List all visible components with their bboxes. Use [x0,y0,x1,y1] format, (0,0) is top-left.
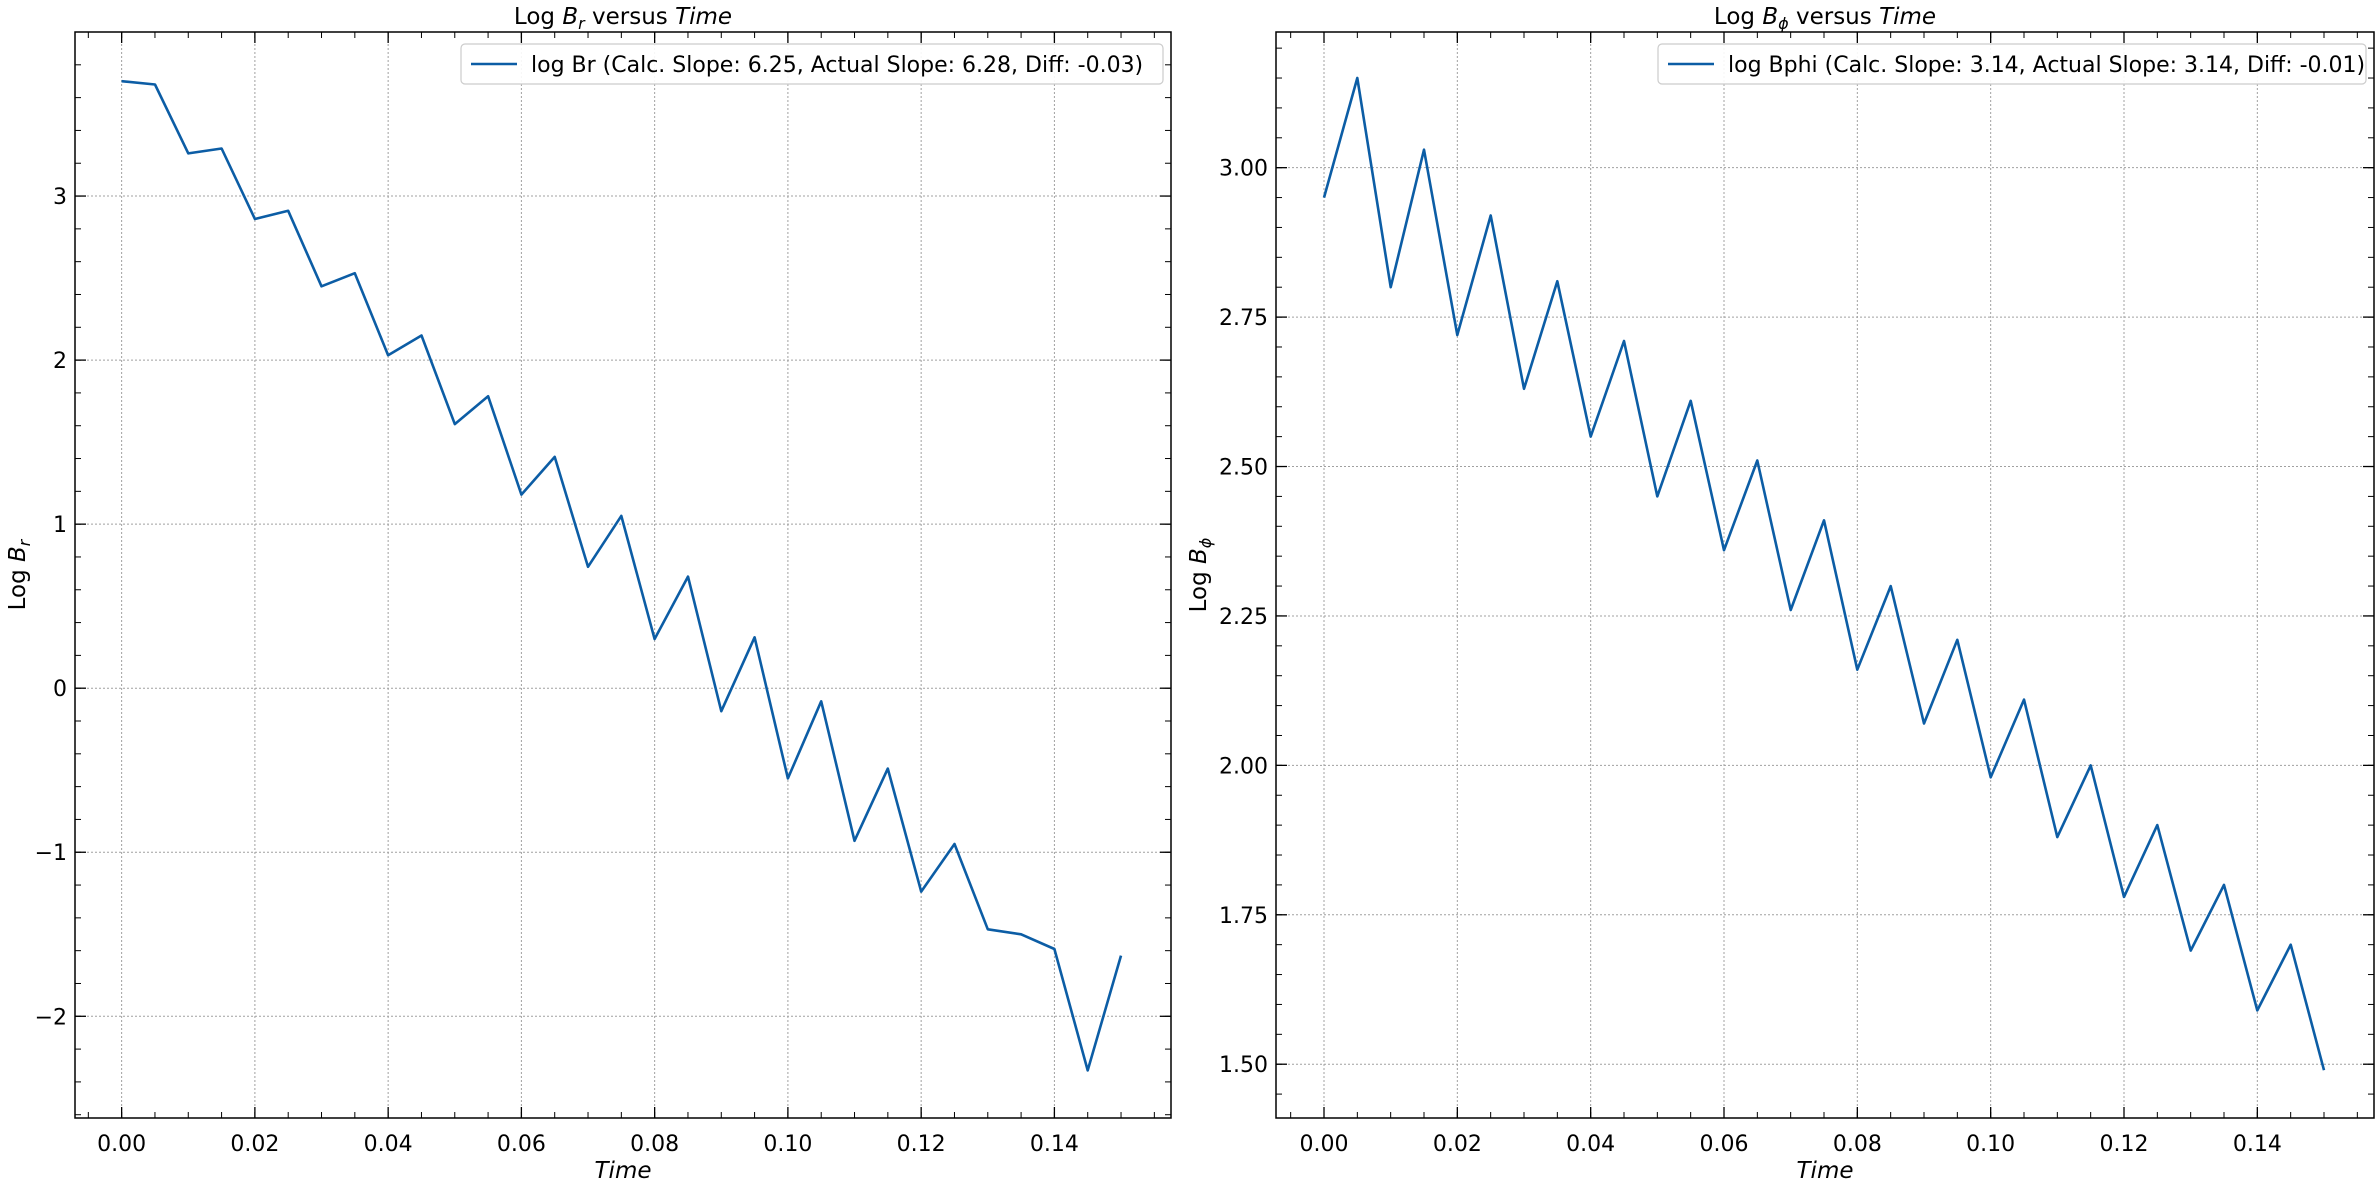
x-tick-label: 0.12 [2100,1132,2149,1157]
y-tick-label: −2 [35,1005,67,1030]
y-axis-title: Log Bϕ [1186,537,1215,612]
legend: log Bphi (Calc. Slope: 3.14, Actual Slop… [1657,43,2367,85]
x-tick-label: 0.10 [1966,1132,2015,1157]
x-tick-label: 0.02 [230,1132,279,1157]
left-chart-panel: 0.00 0.02 0.04 0.06 0.08 0.10 0.12 0.14 −2 −1 0 1 2 3… [5,4,1172,1180]
y-tick-label: 2.50 [1219,456,1268,481]
x-tick-label: 0.06 [497,1132,546,1157]
y-tick-label: 3.00 [1219,157,1268,182]
y-tick-label: 2.25 [1219,605,1268,630]
x-tick-label: 0.04 [1566,1132,1615,1157]
x-tick-label: 0.14 [1030,1132,1079,1157]
x-tick-label: 0.04 [364,1132,413,1157]
y-tick-label: 2.75 [1219,306,1268,331]
legend-label: log Br (Calc. Slope: 6.25, Actual Slope:… [531,53,1143,78]
minor-ticks [75,32,1171,1118]
chart-title: Log Bϕ versus Time [1714,4,1936,33]
x-axis: 0.00 0.02 0.04 0.06 0.08 0.10 0.12 0.14 [97,32,1079,1157]
x-tick-label: 0.06 [1700,1132,1749,1157]
y-tick-label: −1 [35,841,67,866]
y-tick-label: 2 [53,349,67,374]
legend: log Br (Calc. Slope: 6.25, Actual Slope:… [460,43,1164,85]
grid [75,32,1171,1118]
y-tick-label: 1.75 [1219,904,1268,929]
y-axis: 1.50 1.75 2.00 2.25 2.50 2.75 3.00 [1219,157,2374,1078]
y-tick-label: 3 [53,185,67,210]
y-tick-label: 1.50 [1219,1053,1268,1078]
x-axis-title: Time [1797,1158,1854,1180]
plot-frame [1275,31,2375,1119]
minor-ticks [1276,32,2374,1118]
x-axis-title: Time [595,1158,652,1180]
x-tick-label: 0.08 [630,1132,679,1157]
data-series-line [1322,76,2326,1071]
y-axis-title: Log Br [5,538,34,610]
x-tick-label: 0.10 [763,1132,812,1157]
data-series-line [121,79,1123,1072]
y-axis: −2 −1 0 1 2 3 [35,185,1171,1030]
right-chart-panel: 0.00 0.02 0.04 0.06 0.08 0.10 0.12 0.14 1.50 1.75… [1186,4,2375,1180]
grid [1276,32,2374,1118]
plot-frame [74,31,1172,1119]
x-tick-label: 0.00 [1300,1132,1349,1157]
y-tick-label: 0 [53,677,67,702]
x-tick-label: 0.14 [2233,1132,2282,1157]
x-tick-label: 0.00 [97,1132,146,1157]
legend-box [1657,43,2367,85]
legend-label: log Bphi (Calc. Slope: 3.14, Actual Slop… [1728,53,2365,78]
x-tick-label: 0.08 [1833,1132,1882,1157]
legend-box [460,43,1164,85]
y-tick-label: 1 [53,513,67,538]
x-tick-label: 0.02 [1433,1132,1482,1157]
chart-title: Log Br versus Time [514,4,732,33]
y-tick-label: 2.00 [1219,754,1268,779]
x-axis: 0.00 0.02 0.04 0.06 0.08 0.10 0.12 0.14 [1300,32,2282,1157]
x-tick-label: 0.12 [897,1132,946,1157]
